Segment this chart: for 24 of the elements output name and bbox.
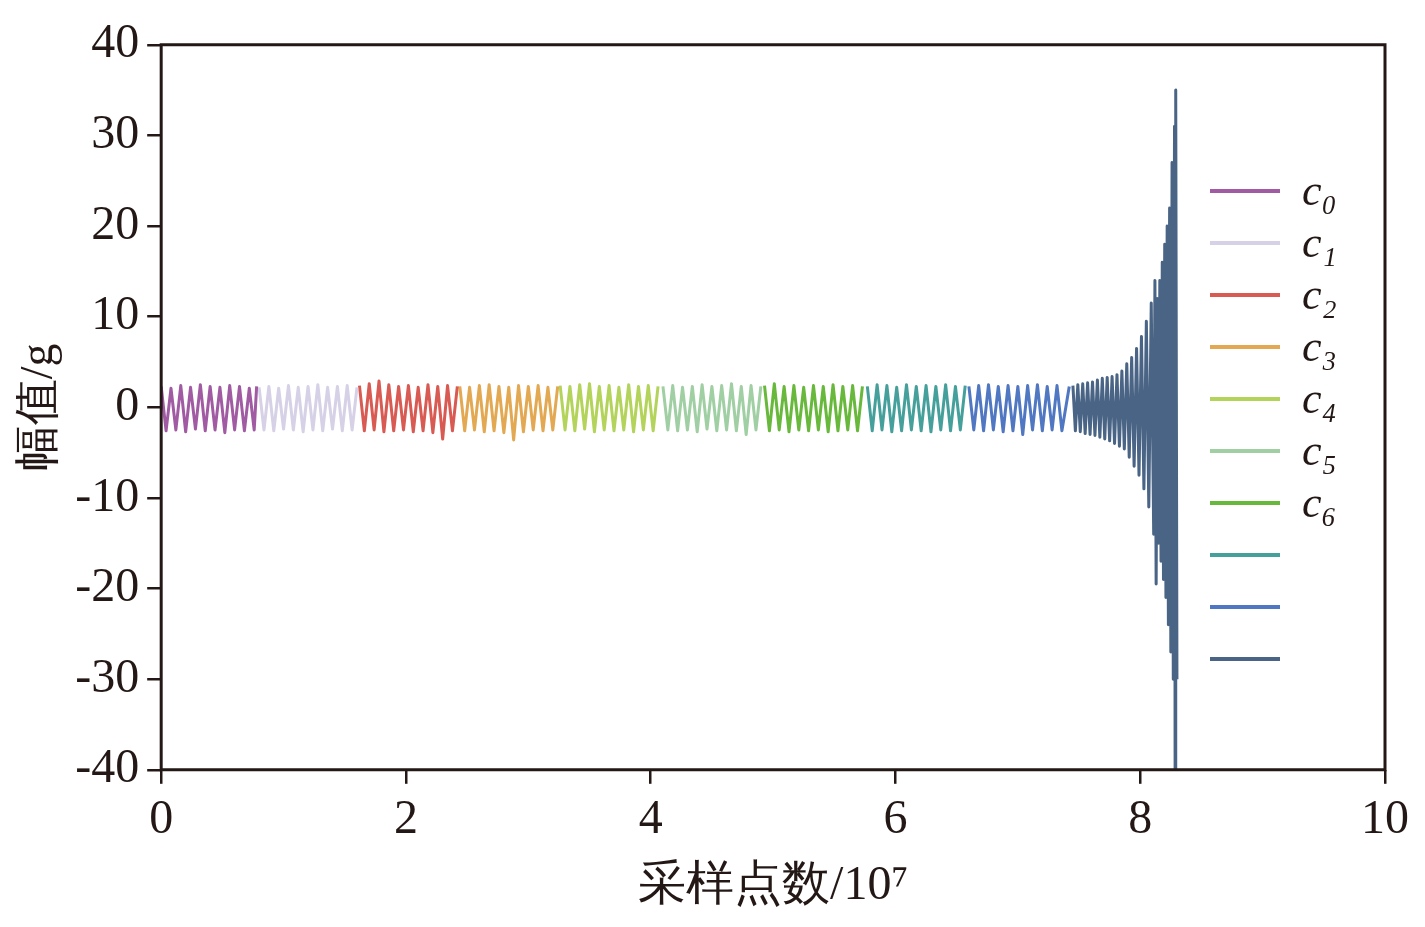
y-tick-label: -30 [75,648,140,702]
y-tick-label: -40 [75,739,140,793]
legend-label: c₁ [1302,216,1337,269]
y-tick-label: -10 [75,467,140,521]
x-tick-label: 0 [149,790,174,844]
x-tick-label: 2 [393,790,418,844]
legend-label: c₆ [1302,476,1337,529]
y-tick-label: 20 [91,195,140,249]
x-axis-title: 采样点数/10⁷ [638,855,909,909]
x-tick-label: 4 [638,790,663,844]
y-axis-title: 幅值/g [10,343,62,472]
y-tick-label: 10 [91,286,140,340]
x-tick-label: 8 [1128,790,1153,844]
legend-label: c₃ [1302,320,1337,373]
legend-label: c₄ [1302,372,1337,425]
y-tick-label: -20 [75,558,140,612]
legend-label: c₅ [1302,424,1337,477]
y-tick-label: 40 [91,14,140,68]
x-tick-label: 10 [1361,790,1409,844]
y-tick-label: 0 [115,376,140,430]
legend-label: c₀ [1302,164,1337,217]
legend-label: c₂ [1302,268,1337,321]
x-tick-label: 6 [883,790,908,844]
y-tick-label: 30 [91,105,140,159]
